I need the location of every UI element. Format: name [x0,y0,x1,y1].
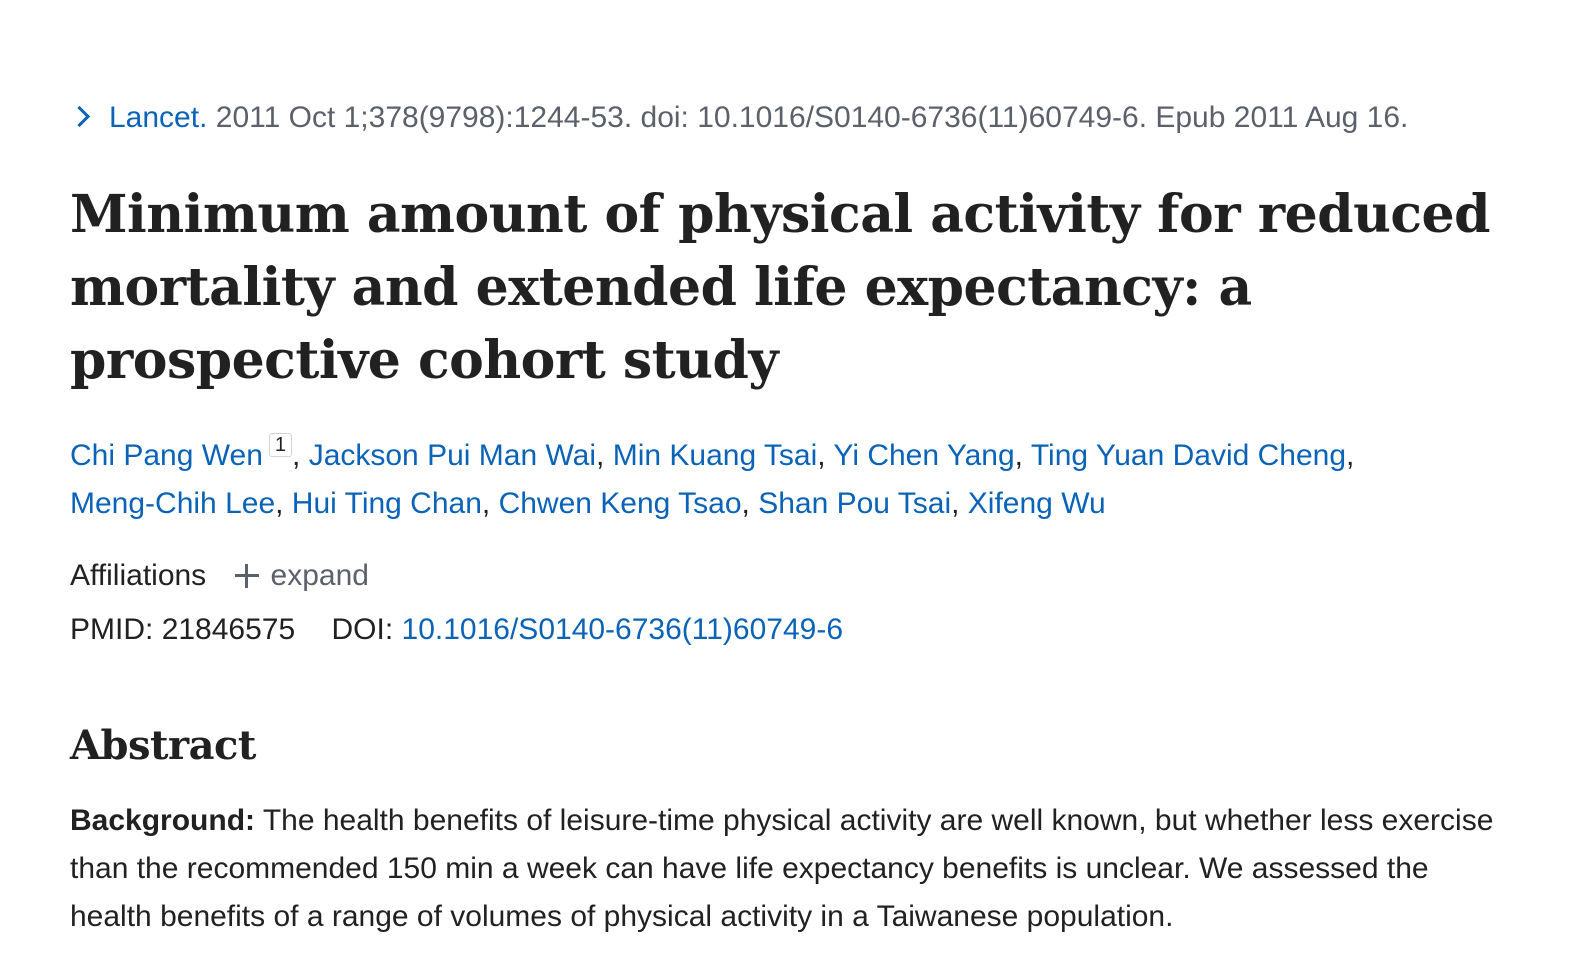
citation-line: Lancet. 2011 Oct 1;378(9798):1244-53. do… [68,98,1409,138]
doi-label: DOI: [331,613,394,646]
doi-link[interactable]: 10.1016/S0140-6736(11)60749-6 [401,613,844,646]
identifiers-row: PMID: 21846575 DOI: 10.1016/S0140-6736(1… [70,610,843,650]
pmid-value: 21846575 [161,613,296,646]
journal-link[interactable]: Lancet. [109,101,208,134]
affiliations-label: Affiliations [70,559,207,592]
author-separator: , [596,439,613,472]
affiliations-row: Affiliations expand [70,556,369,596]
affiliation-marker[interactable]: 1 [268,433,293,457]
background-text: The health benefits of leisure-time phys… [70,804,1494,933]
abstract-background: Background: The health benefits of leisu… [70,797,1510,941]
citation-details: 2011 Oct 1;378(9798):1244-53. doi: 10.10… [215,101,1409,134]
author-separator: , [741,487,759,520]
expand-label: expand [270,559,369,592]
author-link[interactable]: Yi Chen Yang [833,439,1015,472]
author-link[interactable]: Shan Pou Tsai [758,487,952,520]
plus-icon [234,564,259,588]
expand-affiliations-button[interactable]: expand [234,556,369,596]
author-link[interactable]: Chwen Keng Tsao [498,487,742,520]
author-list: Chi Pang Wen 1, Jackson Pui Man Wai, Min … [70,432,1510,528]
abstract-heading: Abstract [70,722,256,769]
author-separator: , [1014,439,1031,472]
author-link[interactable]: Hui Ting Chan [291,487,482,520]
author-link[interactable]: Jackson Pui Man Wai [308,439,597,472]
author-separator: , [951,487,968,520]
author-separator: , [1346,439,1355,472]
pmid-label: PMID: [70,613,154,646]
author-link[interactable]: Xifeng Wu [967,487,1106,520]
background-label: Background: [70,804,256,837]
author-separator: , [292,439,309,472]
author-link[interactable]: Min Kuang Tsai [612,439,818,472]
chevron-right-icon[interactable] [68,105,91,128]
article-title: Minimum amount of physical activity for … [70,184,1490,391]
author-link[interactable]: Ting Yuan David Cheng [1030,439,1347,472]
author-link[interactable]: Meng-Chih Lee [70,487,276,520]
author-link[interactable]: Chi Pang Wen [70,439,263,472]
author-separator: , [817,439,834,472]
author-separator: , [481,487,499,520]
author-separator: , [275,487,292,520]
